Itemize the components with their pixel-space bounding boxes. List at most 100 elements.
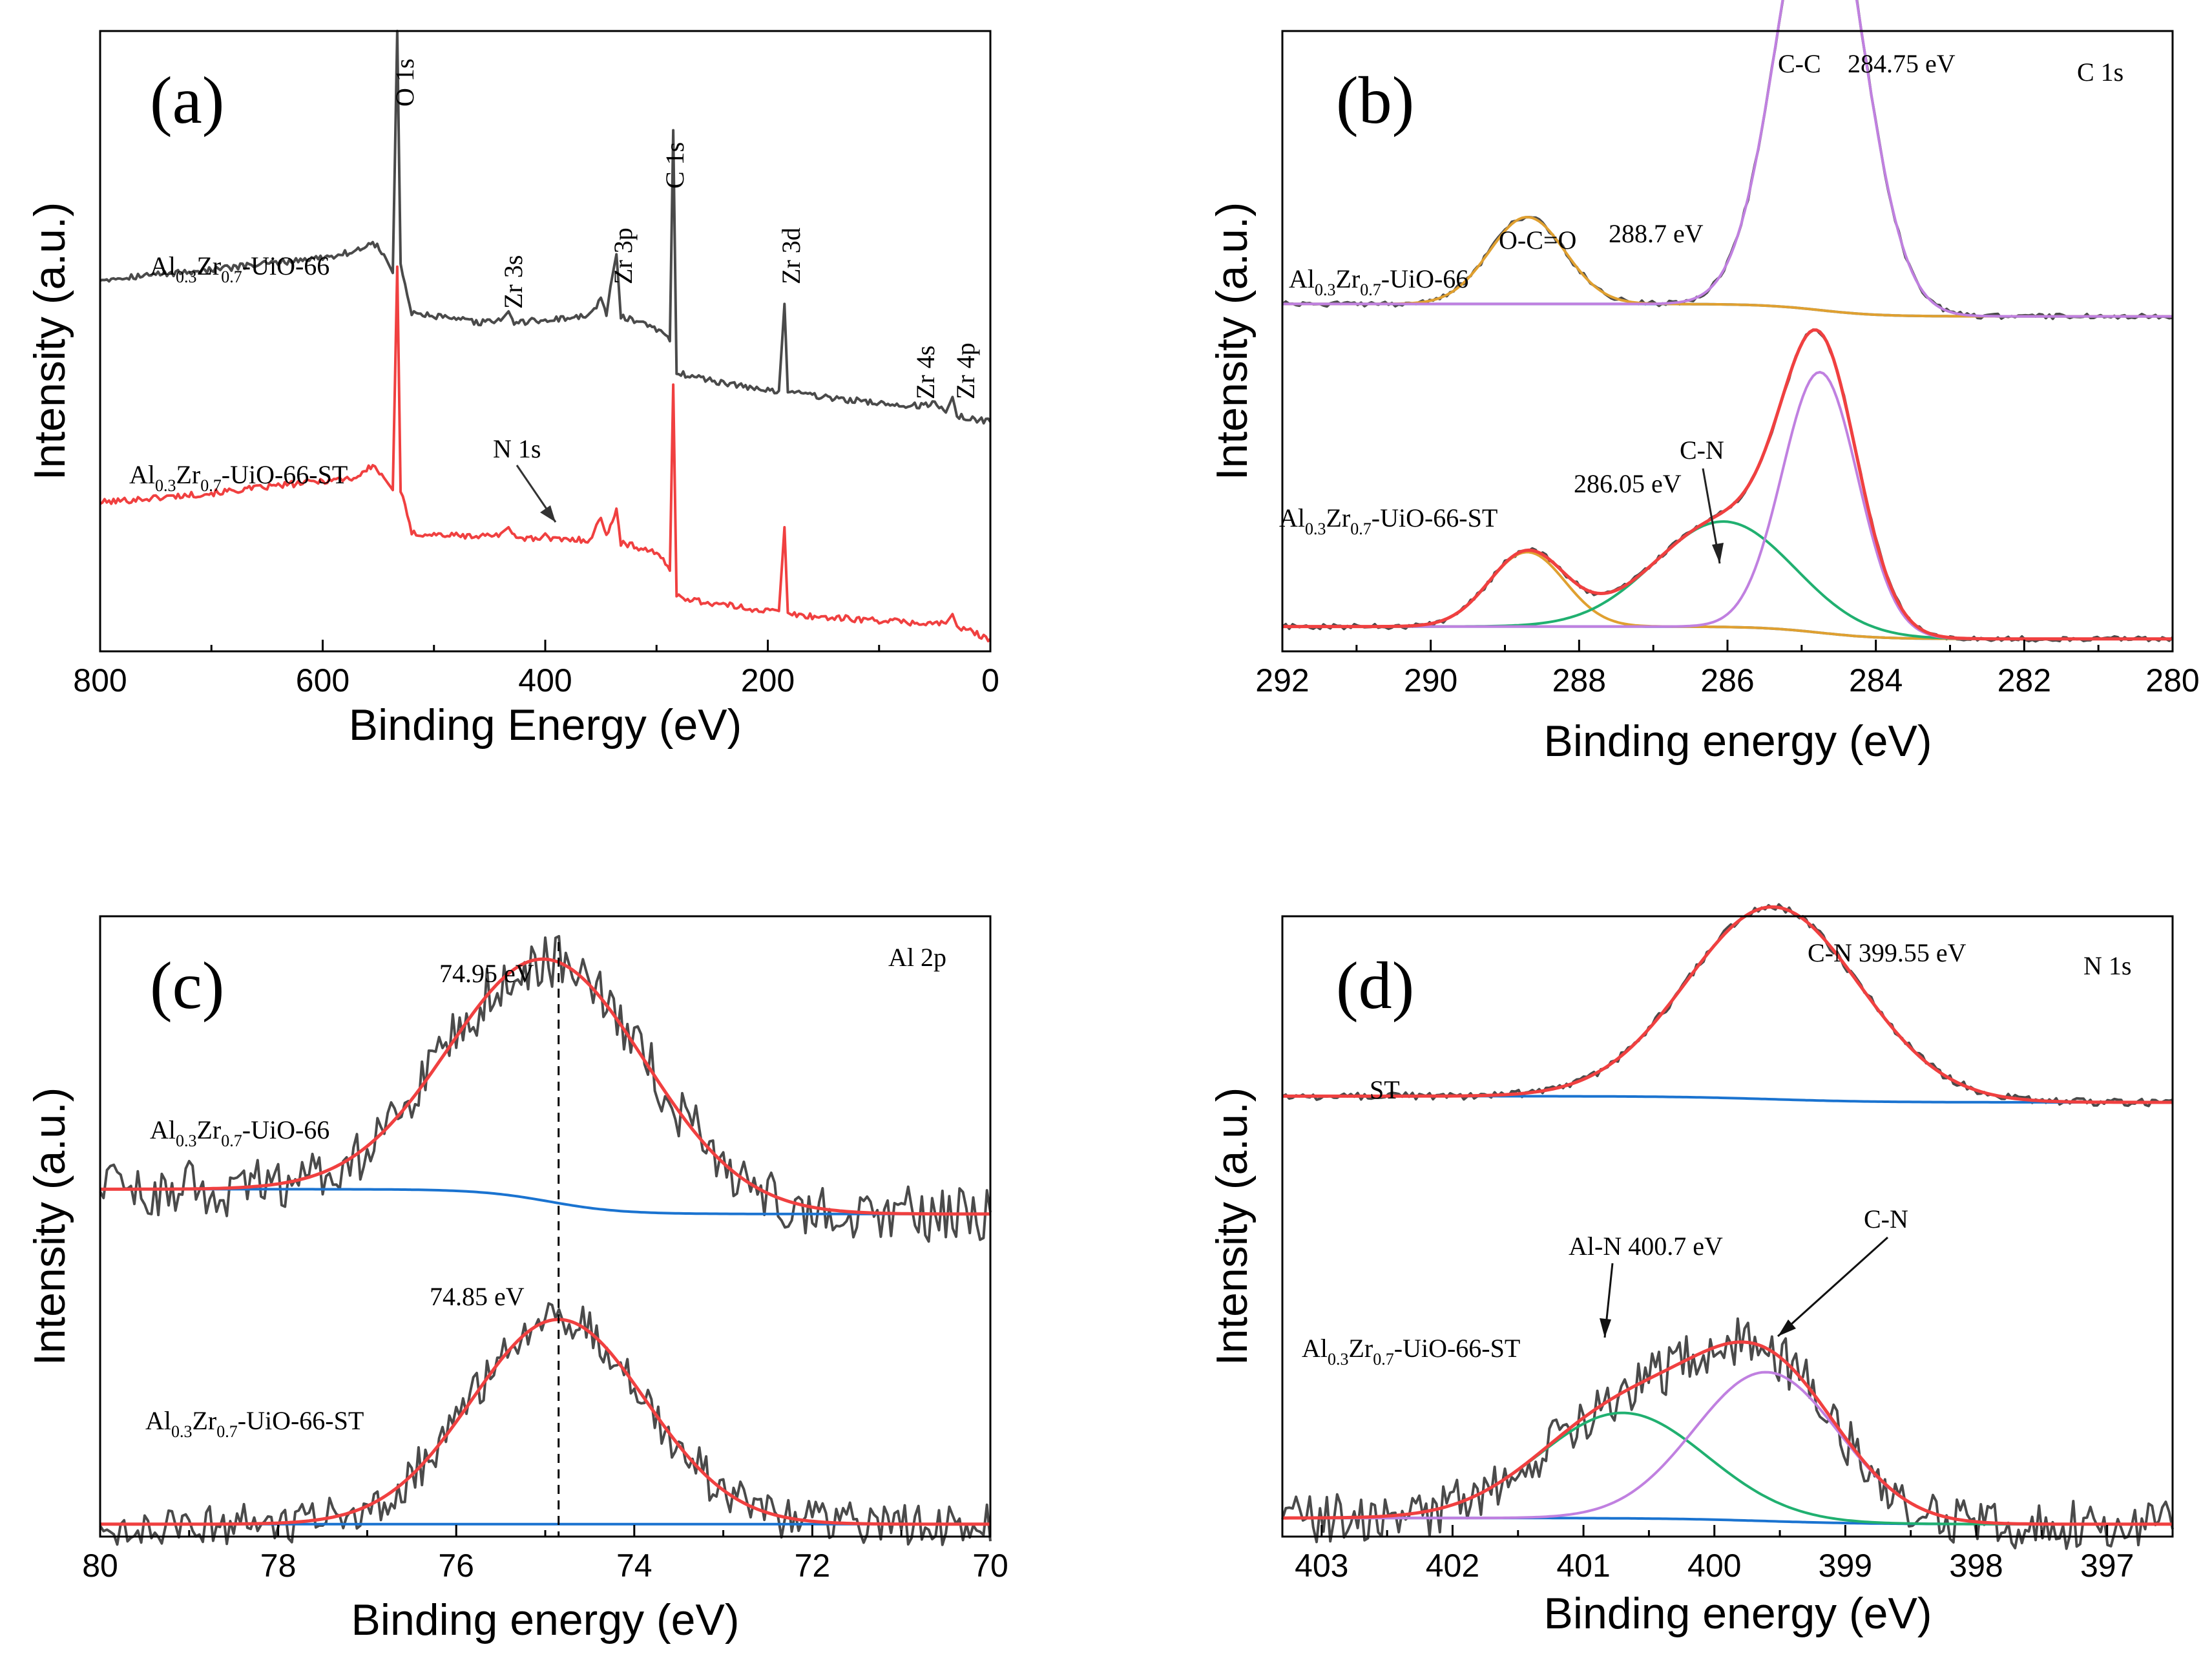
annot-cn: C-N	[1680, 436, 1724, 465]
x-tick-label-c-4: 72	[795, 1548, 831, 1584]
x-tick-label-c-3: 74	[616, 1548, 652, 1584]
series-label-c1: Al0.3Zr0.7-UiO-66	[150, 1115, 329, 1150]
region-label-d: N 1s	[2083, 951, 2131, 980]
series-label-b2: Al0.3Zr0.7-UiO-66-ST	[1279, 503, 1497, 538]
plot-area-b	[1281, 0, 2174, 643]
panel-b: 292 290 288 286 284 282 280 (b) Binding energy…	[1207, 0, 2200, 766]
annot-cc-energy: 284.75 eV	[1848, 49, 1956, 78]
series-label-a1: Al0.3Zr0.7-UiO-66	[150, 251, 329, 286]
x-ticks-a: 800 600 400 200 0	[73, 640, 999, 699]
region-label-b: C 1s	[2077, 58, 2123, 87]
spectrum-line-a-2	[99, 265, 992, 643]
x-axis-title-b: Binding energy (eV)	[1543, 717, 1932, 766]
x-tick-label-c-1: 78	[260, 1548, 297, 1584]
axes-frame-a	[99, 30, 992, 653]
raw-data-d-1	[1282, 903, 2173, 1108]
aln-arrowhead	[1600, 1318, 1611, 1338]
x-tick-label-d-6: 397	[2080, 1548, 2134, 1584]
cn-arrow-d	[1777, 1236, 1889, 1338]
x-tick-label-c-2: 76	[438, 1548, 474, 1584]
panel-label-a: (a)	[150, 63, 224, 138]
y-axis-title-b: Intensity (a.u.)	[1207, 202, 1257, 481]
peak-label-zr4s: Zr 4s	[911, 346, 940, 399]
peak-label-c1s: C 1s	[660, 142, 689, 189]
x-axis-title-c: Binding energy (eV)	[351, 1595, 739, 1644]
spectrum-line-a-1	[99, 30, 992, 425]
x-tick-label-d-1: 402	[1426, 1548, 1479, 1584]
x-tick-label-c-0: 80	[82, 1548, 118, 1584]
x-tick-label-a-4: 0	[981, 662, 999, 699]
series-label-d2: Al0.3Zr0.7-UiO-66-ST	[1302, 1334, 1520, 1369]
annot-oco-energy: 288.7 eV	[1609, 219, 1704, 248]
peak-label-zr3p: Zr 3p	[609, 227, 638, 284]
y-axis-title-c: Intensity (a.u.)	[25, 1087, 74, 1366]
plot-area-a	[99, 30, 992, 643]
axes-frame-d	[1281, 915, 2174, 1538]
fit-envelope-d-2	[1282, 1340, 2173, 1526]
fit-component-b-1-2	[1282, 0, 2173, 318]
cn-arrowhead-b	[1712, 543, 1724, 563]
annot-d-aln: Al-N 400.7 eV	[1569, 1232, 1723, 1261]
raw-data-c-1	[99, 934, 992, 1243]
series-label-c2: Al0.3Zr0.7-UiO-66-ST	[145, 1406, 364, 1441]
annot-c-energy-2: 74.85 eV	[430, 1282, 525, 1311]
background-b-2	[1282, 625, 2173, 640]
annot-cn-energy: 286.05 eV	[1574, 469, 1682, 498]
fit-envelope-d-1	[1282, 905, 2173, 1104]
x-tick-label-a-1: 600	[296, 662, 350, 699]
panel-d: 403 402 401 400 399 398 397 (d) Binding energy…	[1207, 903, 2174, 1638]
peak-label-o1s: O 1s	[390, 59, 419, 107]
x-tick-label-c-5: 70	[972, 1548, 1008, 1584]
annot-d-cn-energy: C-N 399.55 eV	[1808, 938, 1967, 967]
x-ticks-d: 403 402 401 400 399 398 397	[1295, 1525, 2134, 1584]
fit-component-b-2-2	[1282, 520, 2173, 640]
fit-envelope-c-2	[100, 1318, 990, 1526]
x-tick-label-a-3: 200	[741, 662, 795, 699]
region-label-c: Al 2p	[888, 943, 946, 972]
peak-label-zr4p: Zr 4p	[951, 342, 980, 399]
panel-a: 800 600 400 200 0 (a) Binding Energy (eV) In…	[25, 30, 999, 750]
x-tick-label-b-5: 282	[1998, 662, 2051, 699]
fit-envelope-c-1	[100, 957, 990, 1216]
annot-c-energy-1: 74.95 eV	[439, 959, 534, 988]
panel-label-d: (d)	[1336, 949, 1414, 1023]
x-tick-label-d-5: 398	[1949, 1548, 2003, 1584]
x-tick-label-b-0: 292	[1255, 662, 1309, 699]
x-tick-label-d-2: 401	[1556, 1548, 1610, 1584]
x-tick-label-b-6: 280	[2145, 662, 2199, 699]
plot-area-c	[99, 934, 992, 1546]
x-tick-label-b-1: 290	[1404, 662, 1457, 699]
x-tick-label-b-4: 284	[1849, 662, 1903, 699]
background-c-1	[100, 1188, 990, 1215]
panel-c: 80 78 76 74 72 70 (c) Binding energy (eV) Int…	[25, 915, 1008, 1644]
fit-envelope-b-2	[1282, 328, 2173, 641]
panel-label-b: (b)	[1336, 63, 1414, 138]
x-axis-title-a: Binding Energy (eV)	[349, 700, 742, 750]
x-tick-label-a-2: 400	[518, 662, 572, 699]
annot-d-cn: C-N	[1864, 1204, 1908, 1234]
x-ticks-b: 292 290 288 286 284 282 280	[1255, 640, 2200, 699]
peak-label-zr3s: Zr 3s	[499, 255, 528, 309]
annot-oco: O-C=O	[1499, 226, 1576, 255]
n1s-arrowhead	[540, 505, 556, 522]
x-tick-label-b-2: 288	[1552, 662, 1606, 699]
series-label-a2: Al0.3Zr0.7-UiO-66-ST	[129, 460, 348, 495]
cn-arrowhead-d	[1778, 1319, 1796, 1336]
x-tick-label-d-4: 399	[1819, 1548, 1872, 1584]
x-ticks-c: 80 78 76 74 72 70	[82, 1525, 1008, 1584]
y-axis-title-d: Intensity (a.u.)	[1207, 1087, 1257, 1366]
panel-label-c: (c)	[150, 949, 224, 1023]
plot-area-d	[1281, 903, 2174, 1550]
x-tick-label-d-0: 403	[1295, 1548, 1348, 1584]
y-axis-title-a: Intensity (a.u.)	[25, 202, 74, 481]
axes-frame-b	[1281, 30, 2174, 653]
x-tick-label-d-3: 400	[1687, 1548, 1741, 1584]
raw-data-b-2	[1281, 328, 2174, 643]
x-axis-title-d: Binding energy (eV)	[1543, 1589, 1932, 1638]
series-label-b1: Al0.3Zr0.7-UiO-66	[1289, 264, 1468, 299]
annot-cc: C-C	[1778, 49, 1821, 78]
series-label-d1: ST	[1370, 1075, 1400, 1104]
raw-data-c-2	[99, 1302, 992, 1546]
peak-label-n1s: N 1s	[493, 434, 541, 463]
